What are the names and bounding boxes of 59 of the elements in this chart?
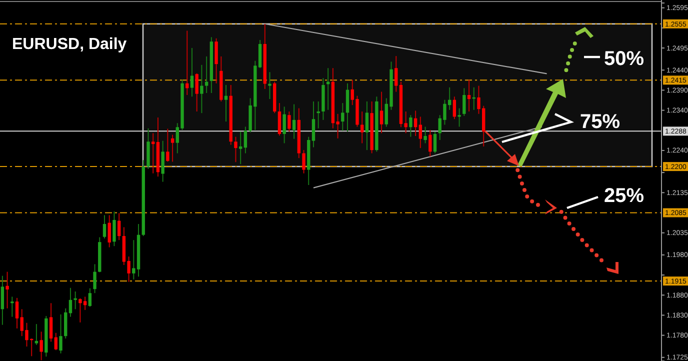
candlestick <box>34 324 38 346</box>
candlestick <box>244 126 248 154</box>
candlestick <box>93 264 96 294</box>
candlestick <box>302 150 306 174</box>
candlestick <box>10 296 14 318</box>
candlestick <box>161 140 164 182</box>
candlestick <box>64 308 68 339</box>
candlestick <box>365 100 369 151</box>
candlestick <box>424 126 427 144</box>
candlestick <box>467 79 471 112</box>
annotation: 25% <box>604 185 644 207</box>
candlestick <box>15 297 19 329</box>
candlestick <box>341 102 344 132</box>
candlestick <box>394 56 398 92</box>
annotation: 50% <box>604 48 644 70</box>
candlestick <box>214 38 218 84</box>
candlestick <box>433 131 437 154</box>
candlestick <box>312 100 316 148</box>
candlestick <box>49 302 53 342</box>
candlestick <box>458 108 461 128</box>
candlestick <box>112 211 116 247</box>
candlestick <box>409 114 412 138</box>
candlestick <box>108 214 111 248</box>
candlestick <box>428 129 432 157</box>
candlestick <box>204 56 208 94</box>
candlestick <box>224 84 228 122</box>
candlestick <box>59 314 62 354</box>
candlestick <box>6 271 9 309</box>
candlestick <box>68 287 72 318</box>
candlestick <box>40 331 43 361</box>
candlestick <box>54 332 58 351</box>
candlestick <box>234 136 238 163</box>
candlestick <box>288 110 291 132</box>
candlestick <box>292 104 296 140</box>
candlestick <box>268 72 272 100</box>
candlestick <box>190 48 194 98</box>
candlestick <box>170 134 174 162</box>
candlestick <box>102 214 106 239</box>
text: EURUSD, Daily <box>12 36 127 53</box>
candlestick <box>414 110 418 136</box>
candlestick <box>200 64 204 114</box>
candlestick <box>418 116 422 149</box>
candlestick <box>88 288 92 308</box>
annotation: 75% <box>580 111 620 133</box>
candlestick <box>195 72 198 112</box>
candlestick <box>117 212 121 241</box>
candlestick <box>282 106 286 144</box>
candlestick <box>462 88 466 116</box>
candlestick <box>316 100 320 129</box>
candlestick <box>0 275 4 326</box>
candlestick <box>346 82 350 132</box>
candlestick <box>166 128 170 162</box>
candlestick <box>360 110 364 144</box>
candlestick <box>238 131 242 165</box>
candlestick <box>152 132 155 174</box>
candlestick <box>380 91 384 134</box>
candlestick <box>74 290 77 310</box>
candlestick <box>452 96 456 120</box>
candlestick <box>278 102 282 136</box>
